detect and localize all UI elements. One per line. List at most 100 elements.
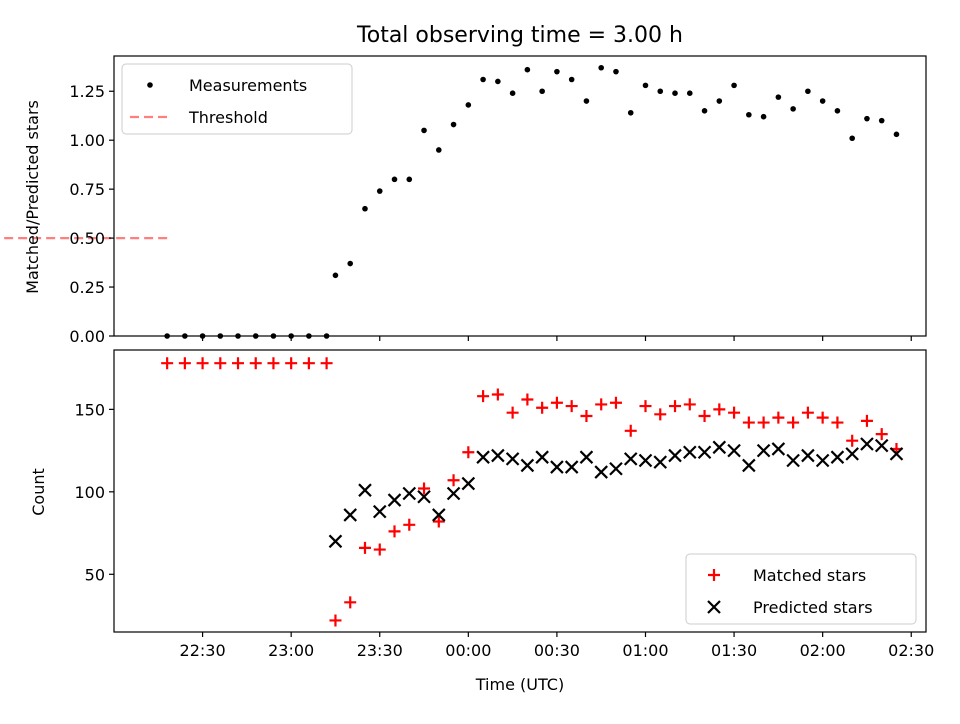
x-tick-label: 00:00 <box>445 641 491 660</box>
measurement-point <box>834 108 841 114</box>
measurement-point <box>235 333 241 339</box>
measurement-point <box>480 76 486 83</box>
measurement-point <box>849 135 855 142</box>
measurement-point <box>701 108 708 114</box>
predicted-star-point <box>845 447 859 461</box>
legend-box <box>685 553 917 625</box>
predicted-star-point <box>535 450 549 464</box>
measurement-point <box>332 272 339 279</box>
predicted-star-point <box>461 476 476 491</box>
measurement-point <box>819 98 826 104</box>
x-tick-label: 01:00 <box>622 641 668 660</box>
legend-box <box>121 63 353 135</box>
x-tick-label: 23:00 <box>268 641 314 660</box>
matched-star-point <box>624 424 637 437</box>
matched-star-point <box>491 388 504 401</box>
matched-star-point <box>232 357 245 370</box>
measurement-point <box>465 102 472 108</box>
matched-star-point <box>477 390 490 403</box>
y-tick-label: 0.75 <box>69 180 105 199</box>
measurement-point <box>524 66 531 73</box>
measurement-point <box>495 78 501 85</box>
x-tick-label: 23:30 <box>357 641 403 660</box>
matched-star-point <box>388 525 401 538</box>
measurement-point <box>583 98 590 104</box>
x-tick-label: 22:30 <box>180 641 226 660</box>
predicted-star-point <box>417 489 431 504</box>
measurement-point <box>288 333 294 339</box>
predicted-star-point <box>564 460 579 474</box>
measurement-point <box>323 333 330 339</box>
matched-star-point <box>713 403 726 416</box>
matched-star-point <box>742 416 755 429</box>
legend-label: Measurements <box>189 76 307 95</box>
measurement-point <box>362 205 368 212</box>
matched-star-point <box>302 357 315 370</box>
predicted-star-point <box>742 458 756 473</box>
measurement-point <box>217 333 224 339</box>
predicted-star-point <box>358 483 372 497</box>
predicted-star-point <box>343 508 357 522</box>
matched-star-point <box>772 411 785 424</box>
matched-star-point <box>358 541 371 554</box>
predicted-star-point <box>712 440 727 455</box>
predicted-star-point <box>446 486 461 501</box>
predicted-star-point <box>830 450 845 464</box>
predicted-star-point <box>653 455 668 469</box>
y-tick-label: 1.00 <box>69 131 105 150</box>
measurement-point <box>760 113 767 120</box>
matched-star-point <box>521 393 534 406</box>
y-tick-label: 1.25 <box>69 82 105 101</box>
measurement-point <box>775 94 782 100</box>
matched-star-point <box>214 357 227 370</box>
measurement-point <box>436 147 442 153</box>
measurement-point <box>554 68 560 75</box>
predicted-star-point <box>491 448 505 463</box>
matched-star-point <box>462 446 475 459</box>
predicted-star-point <box>387 493 402 507</box>
matched-star-point <box>875 428 888 441</box>
measurement-point <box>199 333 206 339</box>
matched-star-point <box>728 406 741 419</box>
measurement-point <box>731 82 737 89</box>
measurement-point <box>306 333 312 339</box>
predicted-star-point <box>579 450 594 464</box>
x-tick-label: 02:30 <box>888 641 934 660</box>
measurement-point <box>893 131 900 138</box>
measurement-point <box>406 176 413 183</box>
matched-star-point <box>860 414 873 427</box>
top-plot-area: 0.00 0.25 0.50 0.75 1.00 1.25 Measurements Thre… <box>0 55 927 346</box>
matched-star-point <box>595 398 608 411</box>
chart-title: Total observing time = 3.00 h <box>356 23 683 48</box>
matched-star-point <box>344 596 357 609</box>
predicted-star-point <box>756 443 771 458</box>
measurement-point <box>686 90 693 97</box>
matched-star-point <box>178 357 191 370</box>
matched-star-point <box>816 411 829 424</box>
matched-star-point <box>683 398 696 411</box>
predicted-star-point <box>638 453 653 468</box>
matched-star-point <box>580 409 593 422</box>
y-tick-label: 0.25 <box>69 278 105 297</box>
matched-star-point <box>565 400 578 413</box>
predicted-star-point <box>402 486 417 501</box>
y-tick-label: 150 <box>74 400 105 419</box>
predicted-star-point <box>609 461 623 476</box>
measurement-point <box>613 68 619 75</box>
axes-frame <box>113 55 927 337</box>
top-y-axis-label: Matched/Predicted stars <box>23 100 42 294</box>
predicted-star-point <box>550 460 564 474</box>
predicted-star-point <box>727 443 741 458</box>
y-tick-label: 0.50 <box>69 229 105 248</box>
measurement-point <box>657 88 664 95</box>
matched-star-point <box>831 416 844 429</box>
measurement-point <box>864 115 870 122</box>
measurement-point <box>182 333 188 339</box>
predicted-star-point <box>520 458 535 473</box>
measurement-point <box>716 98 723 104</box>
measurement-point <box>672 90 678 97</box>
measurement-point <box>376 188 383 194</box>
legend-marker <box>707 600 721 614</box>
y-tick-label: 0.00 <box>69 327 105 346</box>
